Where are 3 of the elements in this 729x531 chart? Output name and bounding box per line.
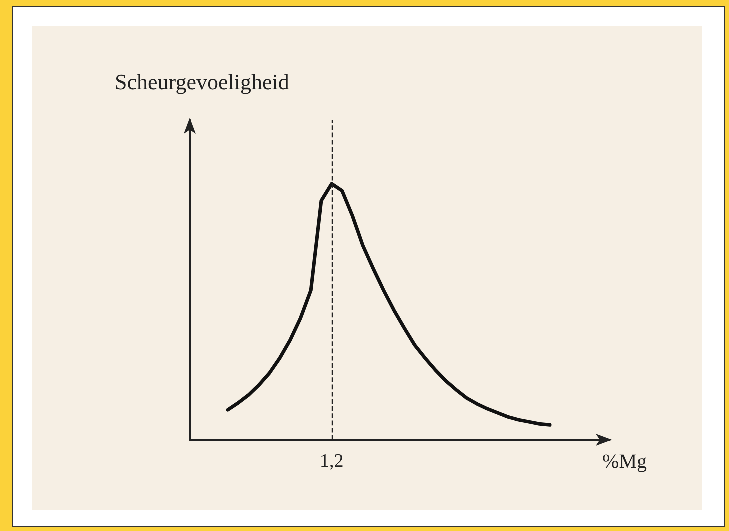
y-axis-title: Scheurgevoeligheid — [115, 70, 290, 94]
x-axis-title: %Mg — [602, 451, 648, 473]
text: 1,2 — [320, 451, 344, 472]
